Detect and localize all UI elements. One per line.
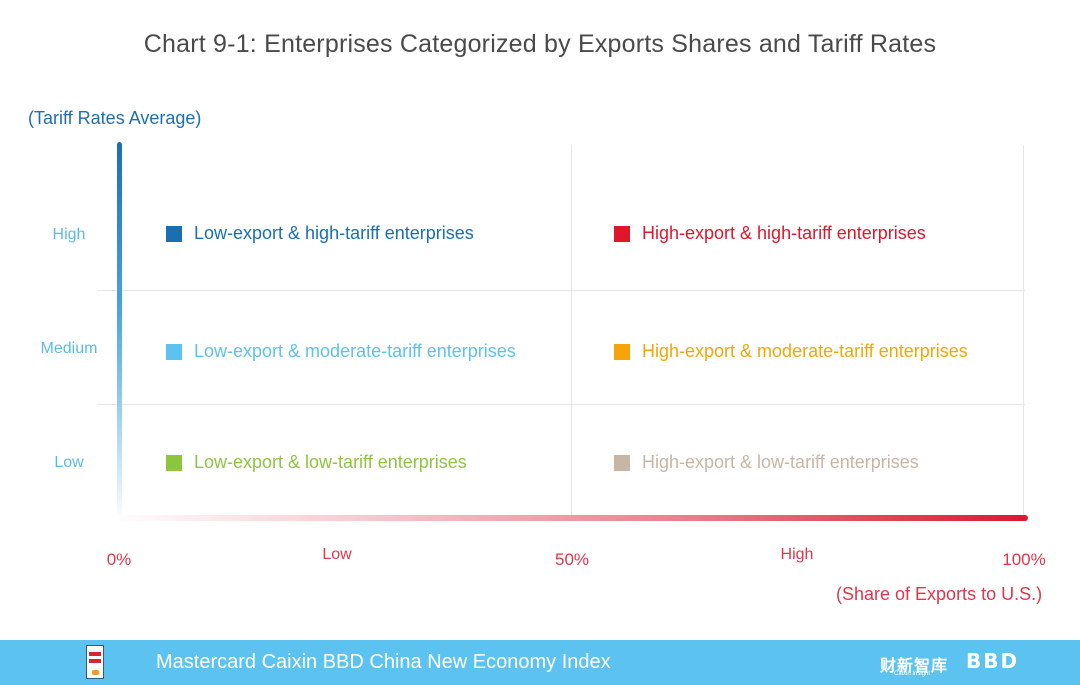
swatch-icon [614,225,630,242]
x-tick-0: 0% [106,550,132,569]
quadrant-label: High-export & moderate-tariff enterprise… [642,341,968,361]
quadrant-low-export-moderate-tariff: Low-export & moderate-tariff enterprises [166,341,516,362]
footer-index-name: Mastercard Caixin BBD China New Economy … [156,651,611,673]
x-tick-50: 50% [554,550,590,569]
caixin-insight-subtitle: Caixin Insight [894,671,931,677]
quadrant-high-export-moderate-tariff: High-export & moderate-tariff enterprise… [614,341,968,362]
quadrant-low-export-high-tariff: Low-export & high-tariff enterprises [166,223,474,244]
swatch-icon [166,225,182,242]
y-tick-low: Low [54,454,84,471]
x-tick-100: 100% [1002,550,1046,569]
x-axis-line [108,515,1028,521]
y-axis-title: (Tariff Rates Average) [28,108,202,128]
nei-logo-icon [86,645,104,679]
swatch-icon [166,343,182,360]
quadrant-high-export-low-tariff: High-export & low-tariff enterprises [614,452,919,473]
caixin-insight-logo: 财新智库 [880,658,949,675]
grid-line-mid-vertical [571,145,572,517]
x-band-low: Low [322,546,352,563]
bbd-logo: BBD [966,649,1020,673]
y-tick-high: High [52,226,86,243]
quadrant-low-export-low-tariff: Low-export & low-tariff enterprises [166,452,467,473]
y-tick-medium: Medium [40,340,98,357]
quadrant-label: Low-export & low-tariff enterprises [194,452,467,472]
grid-line-lower-horizontal [97,404,1025,405]
swatch-icon [166,454,182,471]
grid-line-right-vertical [1023,145,1024,517]
chart-title: Chart 9-1: Enterprises Categorized by Ex… [143,30,937,58]
quadrant-label: Low-export & moderate-tariff enterprises [194,341,516,361]
swatch-icon [614,454,630,471]
x-axis-title: (Share of Exports to U.S.) [836,584,1043,604]
y-axis-line [117,142,122,522]
quadrant-label: High-export & high-tariff enterprises [642,223,926,243]
quadrant-label: Low-export & high-tariff enterprises [194,223,474,243]
quadrant-label: High-export & low-tariff enterprises [642,452,919,472]
x-band-high: High [780,546,814,563]
grid-line-upper-horizontal [97,290,1025,291]
footer-bar: Mastercard Caixin BBD China New Economy … [0,640,1080,685]
swatch-icon [614,343,630,360]
quadrant-high-export-high-tariff: High-export & high-tariff enterprises [614,223,926,244]
